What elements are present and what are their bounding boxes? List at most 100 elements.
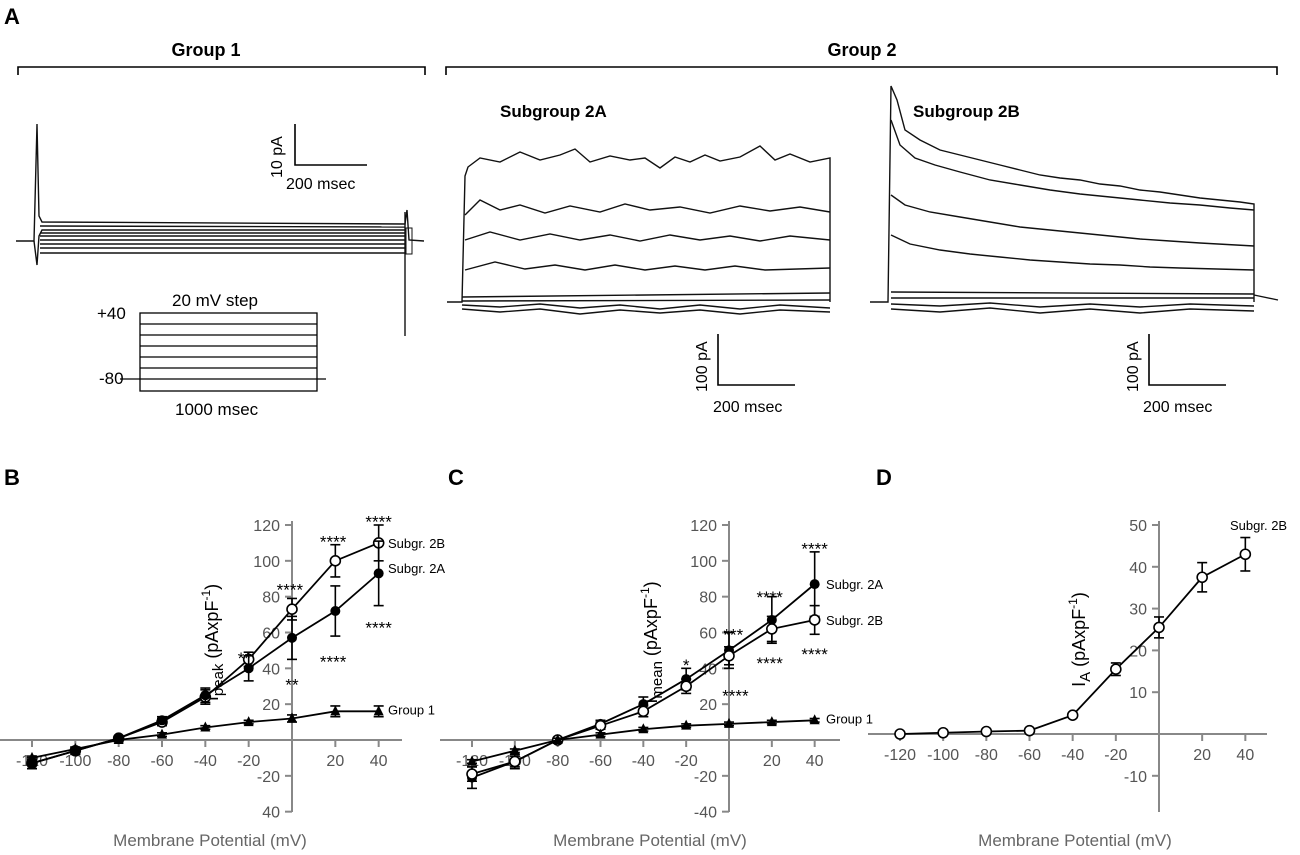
y-tick-label-b: 40 (262, 661, 280, 678)
y-label-sup: -1 (1066, 598, 1080, 609)
subgroup-2a-scale-y: 100 pA (694, 341, 711, 392)
data-point-c-subgr-2b (723, 649, 735, 662)
series-label-b-subgr-2b: Subgr. 2B (388, 536, 445, 551)
data-point-d-subgr-2b (937, 726, 949, 739)
data-point-c-subgr-2b (680, 680, 692, 693)
x-tick-label-b: -80 (107, 753, 130, 770)
x-tick-label-c: -80 (546, 753, 569, 770)
y-label-main: I (1069, 682, 1089, 687)
y-tick-label-b: 120 (253, 518, 280, 535)
significance-label-c: * (683, 656, 690, 675)
group1-title: Group 1 (171, 40, 240, 60)
significance-label-b: **** (365, 618, 392, 637)
x-tick-label-d: 40 (1236, 747, 1254, 764)
data-point-c-group-1 (724, 717, 734, 728)
series-label-b-group-1: Group 1 (388, 703, 435, 718)
significance-label-b: **** (277, 581, 304, 600)
data-point-b-subgr-2b (286, 603, 298, 616)
significance-label-c: **** (722, 686, 749, 705)
subgroup-2b-traces (870, 85, 1279, 314)
x-tick-label-d: -80 (975, 747, 998, 764)
group2-bracket (445, 66, 1278, 75)
y-axis-label-b: Ipeak (pAxpF-1) (199, 584, 227, 701)
data-point-c-subgr-2b (466, 768, 478, 780)
y-tick-label-c: 20 (699, 697, 717, 714)
x-tick-label-d: -100 (927, 747, 959, 764)
data-point-c-subgr-2a (809, 579, 820, 590)
protocol-bottom-label: -80 (99, 369, 124, 388)
data-point-d-subgr-2b (1196, 571, 1208, 584)
data-point-b-group-1 (243, 716, 254, 727)
subgroup-2a-title: Subgroup 2A (500, 102, 607, 121)
x-tick-label-c: -20 (675, 753, 698, 770)
significance-label-c: **** (801, 540, 828, 559)
y-tick-label-c: -40 (694, 805, 717, 822)
panel-letter-a: A (4, 4, 20, 29)
y-tick-label-c: 100 (690, 554, 717, 571)
x-tick-label-b: 20 (326, 753, 344, 770)
y-axis-label-c: Imean (pAxpF-1) (638, 581, 666, 703)
panel-letter-d: D (876, 465, 892, 490)
voltage-protocol (120, 312, 326, 392)
series-label-c-subgr-2b: Subgr. 2B (826, 613, 883, 628)
data-point-d-subgr-2b (1023, 724, 1036, 737)
x-tick-label-c: -40 (632, 753, 655, 770)
data-point-c-group-1 (509, 744, 520, 755)
data-point-b-group-1 (373, 705, 384, 716)
series-label-c-group-1: Group 1 (826, 712, 873, 727)
series-label-c-subgr-2a: Subgr. 2A (826, 577, 883, 592)
subgroup-2a-scale-x: 200 msec (713, 399, 782, 416)
y-label-unit: (pAxpF (641, 598, 661, 661)
y-label-unit: (pAxpF (202, 601, 222, 664)
x-tick-label-d: -20 (1104, 747, 1127, 764)
data-point-b-subgr-2a (157, 715, 167, 726)
y-label-sub: mean (649, 661, 666, 699)
y-tick-label-c: 120 (690, 518, 717, 535)
y-tick-label-d: 50 (1129, 518, 1147, 535)
x-axis-label-d: Membrane Potential (mV) (978, 831, 1172, 850)
data-point-b-subgr-2a (330, 606, 341, 616)
x-tick-label-d: -120 (884, 747, 916, 764)
y-tick-label-c: 80 (699, 590, 717, 607)
y-label-close: ) (202, 584, 222, 590)
series-line-b-group-1 (31, 710, 379, 759)
significance-label-b: **** (320, 532, 347, 551)
x-tick-label-b: -60 (150, 753, 173, 770)
significance-label-c: **** (756, 654, 783, 673)
x-tick-label-c: 20 (763, 753, 781, 770)
y-tick-label-c: 60 (699, 626, 717, 643)
y-label-unit: (pAxpF (1069, 609, 1089, 672)
y-tick-label-c: -20 (694, 769, 717, 786)
panel-d-chart: D -120 -100 -80 -60 -40 -20 20 40 -10 10 20 30 40 50 Me… (868, 465, 1287, 850)
subgroup-2a-traces (447, 145, 831, 315)
data-point-b-group-1 (70, 742, 81, 753)
y-label-close: ) (1069, 592, 1089, 598)
panel-b-chart: B-120-100-80-60-40-20204040-202040608010… (0, 465, 445, 850)
data-point-d-subgr-2b (1239, 548, 1252, 561)
significance-label-c: *** (723, 626, 743, 645)
data-point-b-group-1 (200, 721, 211, 732)
data-point-c-subgr-2b (637, 705, 650, 718)
y-tick-label-d: -10 (1124, 769, 1147, 786)
y-label-sub: A (1077, 672, 1094, 682)
y-tick-label-d: 20 (1129, 643, 1147, 660)
significance-label-c: **** (756, 588, 783, 607)
y-tick-label-d: 30 (1129, 602, 1147, 619)
x-tick-label-d: -40 (1061, 747, 1084, 764)
group1-scale-y: 10 pA (269, 136, 286, 178)
y-tick-label-b: 80 (262, 590, 280, 607)
significance-label-c: **** (801, 645, 828, 664)
subgroup-2b-scale-y: 100 pA (1125, 341, 1142, 392)
data-point-b-group-1 (113, 734, 124, 744)
protocol-top-label: +40 (97, 304, 126, 323)
data-point-b-subgr-2a (200, 690, 211, 701)
data-point-c-subgr-2b (808, 614, 821, 626)
data-point-d-subgr-2b (1066, 709, 1079, 721)
data-point-b-subgr-2a (373, 568, 384, 579)
x-tick-label-b: 40 (370, 753, 388, 770)
y-tick-label-b: -20 (257, 769, 280, 786)
data-point-b-subgr-2a (287, 632, 297, 643)
protocol-step-label: 20 mV step (172, 291, 258, 310)
x-axis-label-c: Membrane Potential (mV) (553, 831, 747, 850)
